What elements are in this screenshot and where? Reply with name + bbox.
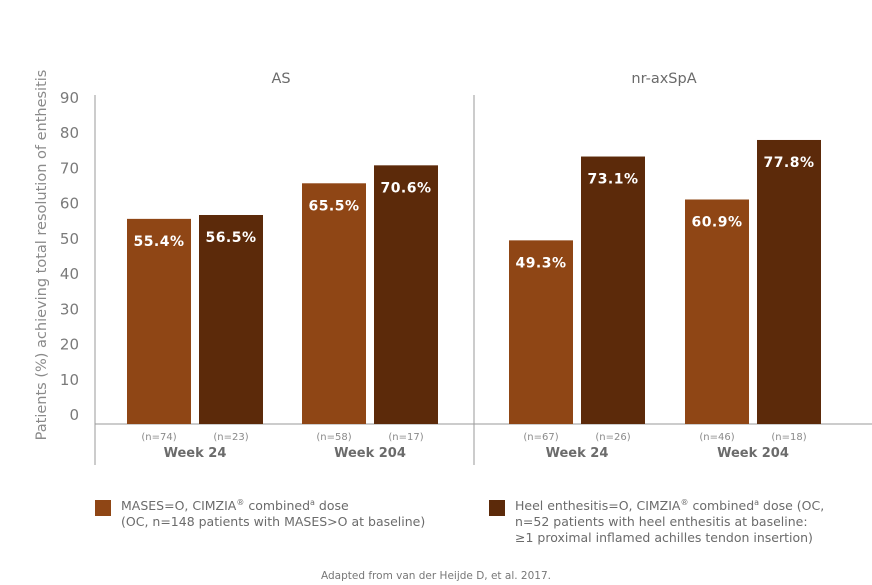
legend-label-heel: Heel enthesitis=O, CIMZIA® combineda dos… bbox=[515, 497, 825, 545]
bar-n-label: (n=23) bbox=[213, 432, 248, 443]
bar-n-label: (n=18) bbox=[771, 432, 806, 443]
bar-value-label: 55.4% bbox=[133, 234, 184, 250]
bar-mases bbox=[509, 240, 573, 424]
y-tick-label: 10 bbox=[60, 371, 79, 389]
bar-heel bbox=[199, 214, 263, 424]
y-tick-label: 30 bbox=[60, 300, 79, 318]
footnote: Adapted from van der Heijde D, et al. 20… bbox=[321, 570, 551, 582]
bar-value-label: 56.5% bbox=[205, 230, 256, 246]
bar-value-label: 73.1% bbox=[587, 172, 638, 188]
panel-title: AS bbox=[271, 71, 290, 87]
y-tick-label: 40 bbox=[60, 265, 79, 283]
bar-mases bbox=[685, 199, 749, 424]
bar-mases bbox=[127, 218, 191, 424]
bar-mases bbox=[302, 183, 366, 424]
legend-label-mases: MASES=O, CIMZIA® combineda dose (OC, n=1… bbox=[121, 497, 426, 529]
legend-swatch-mases bbox=[95, 500, 111, 516]
bar-value-label: 65.5% bbox=[308, 198, 359, 214]
bar-heel bbox=[374, 165, 438, 424]
bar-value-label: 70.6% bbox=[380, 180, 431, 196]
legend-swatch-heel bbox=[489, 500, 505, 516]
bar-value-label: 49.3% bbox=[515, 255, 566, 271]
panel-title: nr-axSpA bbox=[631, 71, 696, 87]
y-axis-label: Patients (%) achieving total resolution … bbox=[34, 70, 50, 441]
y-tick-label: 80 bbox=[60, 124, 79, 142]
y-tick-label: 90 bbox=[60, 89, 79, 107]
group-label: Week 204 bbox=[334, 446, 406, 461]
y-tick-label: 20 bbox=[60, 336, 79, 354]
bar-n-label: (n=26) bbox=[595, 432, 630, 443]
y-tick-label: 70 bbox=[60, 159, 79, 177]
y-tick-label: 50 bbox=[60, 230, 79, 248]
bar-n-label: (n=58) bbox=[316, 432, 351, 443]
bar-n-label: (n=74) bbox=[141, 432, 176, 443]
bar-n-label: (n=46) bbox=[699, 432, 734, 443]
bar-n-label: (n=67) bbox=[523, 432, 558, 443]
group-label: Week 24 bbox=[546, 446, 609, 461]
y-tick-label: 60 bbox=[60, 195, 79, 213]
bar-heel bbox=[581, 156, 645, 424]
y-tick-label: 0 bbox=[69, 406, 79, 424]
group-label: Week 204 bbox=[717, 446, 789, 461]
bar-n-label: (n=17) bbox=[388, 432, 423, 443]
bar-value-label: 60.9% bbox=[691, 214, 742, 230]
group-label: Week 24 bbox=[164, 446, 227, 461]
bar-value-label: 77.8% bbox=[763, 155, 814, 171]
legend-item-heel: Heel enthesitis=O, CIMZIA® combineda dos… bbox=[489, 498, 824, 546]
bar-heel bbox=[757, 139, 821, 424]
legend-item-mases: MASES=O, CIMZIA® combineda dose (OC, n=1… bbox=[95, 498, 425, 530]
